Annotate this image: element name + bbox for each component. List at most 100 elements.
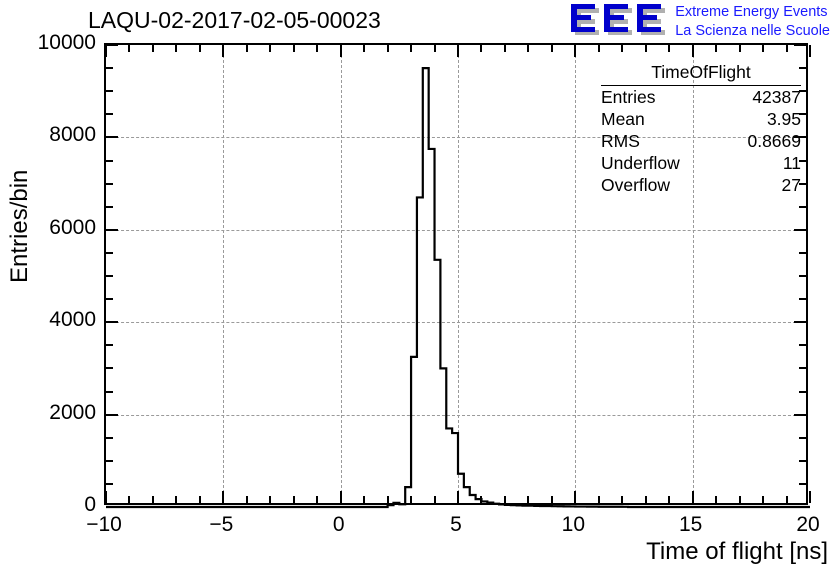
stats-row: Underflow 11 bbox=[601, 152, 801, 174]
grid-line-horizontal bbox=[106, 229, 806, 231]
grid-line-vertical bbox=[223, 45, 225, 503]
axis-tick bbox=[794, 228, 806, 231]
axis-tick bbox=[105, 45, 107, 57]
axis-tick bbox=[106, 367, 113, 370]
eee-logo-letters bbox=[571, 2, 667, 36]
stats-row-value: 11 bbox=[782, 153, 801, 173]
axis-tick bbox=[785, 496, 788, 503]
axis-tick bbox=[106, 182, 113, 185]
axis-tick bbox=[128, 496, 131, 503]
axis-tick bbox=[527, 45, 530, 52]
stats-row: Overflow 27 bbox=[601, 174, 801, 196]
axis-tick bbox=[785, 45, 788, 52]
stats-row-key: Underflow bbox=[601, 153, 680, 173]
axis-tick bbox=[222, 491, 225, 503]
axis-tick bbox=[738, 496, 741, 503]
axis-tick bbox=[621, 45, 624, 52]
axis-tick bbox=[106, 228, 118, 231]
axis-tick bbox=[799, 390, 806, 393]
axis-tick bbox=[794, 321, 806, 324]
axis-tick bbox=[762, 45, 765, 52]
axis-tick bbox=[175, 45, 178, 52]
axis-tick bbox=[106, 436, 113, 439]
y-tick-label: 6000 bbox=[49, 215, 96, 239]
stats-row-key: Mean bbox=[601, 109, 645, 129]
axis-tick bbox=[106, 205, 113, 208]
axis-tick bbox=[799, 159, 806, 162]
axis-tick bbox=[527, 496, 530, 503]
axis-tick bbox=[222, 45, 225, 57]
stats-box: TimeOfFlight Entries 42387 Mean 3.95 RMS 0.86… bbox=[601, 62, 801, 196]
axis-tick bbox=[198, 45, 201, 52]
grid-line-vertical bbox=[458, 45, 459, 503]
axis-tick bbox=[503, 45, 506, 52]
axis-tick bbox=[245, 496, 248, 503]
grid-line-horizontal bbox=[106, 414, 806, 416]
axis-tick bbox=[106, 136, 118, 139]
x-tick-label: 10 bbox=[561, 513, 586, 536]
axis-tick bbox=[799, 367, 806, 370]
axis-tick bbox=[433, 45, 436, 52]
axis-tick bbox=[106, 321, 118, 324]
eee-logo-line2: La Scienza nelle Scuole bbox=[675, 22, 830, 39]
axis-tick bbox=[597, 496, 600, 503]
stats-title: TimeOfFlight bbox=[601, 62, 801, 86]
axis-tick bbox=[668, 45, 671, 52]
axis-tick bbox=[715, 45, 718, 52]
y-tick-label: 10000 bbox=[37, 31, 96, 54]
x-axis-title: Time of flight [ns] bbox=[646, 538, 828, 565]
axis-tick bbox=[106, 113, 113, 116]
axis-tick bbox=[480, 45, 483, 52]
axis-tick bbox=[433, 496, 436, 503]
axis-tick bbox=[597, 45, 600, 52]
axis-tick bbox=[799, 90, 806, 93]
y-tick-label: 0 bbox=[84, 493, 96, 516]
axis-tick bbox=[691, 45, 694, 57]
eee-logo-line1: Extreme Energy Events bbox=[675, 4, 828, 20]
axis-tick bbox=[794, 44, 806, 46]
axis-tick bbox=[386, 45, 389, 52]
stats-row-key: Entries bbox=[601, 87, 656, 107]
stats-row-key: RMS bbox=[601, 131, 640, 151]
y-tick-label: 2000 bbox=[49, 400, 96, 424]
axis-tick bbox=[668, 496, 671, 503]
y-tick-label: 4000 bbox=[49, 308, 96, 332]
axis-tick bbox=[574, 491, 577, 503]
axis-tick bbox=[809, 491, 811, 503]
x-tick-label: 0 bbox=[332, 513, 345, 536]
axis-tick bbox=[799, 298, 806, 301]
axis-tick bbox=[106, 459, 113, 462]
grid-line-horizontal bbox=[106, 137, 806, 139]
axis-tick bbox=[151, 496, 154, 503]
axis-tick bbox=[245, 45, 248, 52]
axis-tick bbox=[799, 205, 806, 208]
stats-rows: Entries 42387 Mean 3.95 RMS 0.8669 Underflow 11… bbox=[601, 86, 801, 196]
axis-tick bbox=[799, 182, 806, 185]
axis-tick bbox=[738, 45, 741, 52]
axis-tick bbox=[269, 45, 272, 52]
stats-row-value: 27 bbox=[781, 175, 801, 195]
axis-tick bbox=[799, 344, 806, 347]
axis-tick bbox=[106, 413, 118, 416]
x-tick-label: 15 bbox=[678, 513, 703, 536]
axis-tick bbox=[574, 45, 577, 57]
logo-letter-e bbox=[637, 4, 666, 35]
axis-tick bbox=[106, 298, 113, 301]
axis-tick bbox=[316, 45, 319, 52]
axis-tick bbox=[106, 44, 118, 46]
stats-row: Mean 3.95 bbox=[601, 108, 801, 130]
axis-tick bbox=[106, 390, 113, 393]
plot-area bbox=[104, 43, 811, 509]
page-title: LAQU-02-2017-02-05-00023 bbox=[88, 7, 381, 33]
x-tick-label: −5 bbox=[209, 513, 234, 536]
axis-tick bbox=[794, 136, 806, 139]
axis-tick bbox=[106, 67, 113, 70]
stats-row-value: 0.8669 bbox=[747, 131, 801, 151]
axis-tick bbox=[457, 45, 459, 57]
x-tick-label: 20 bbox=[796, 513, 820, 536]
y-axis-title: Entries/bin bbox=[6, 169, 33, 283]
axis-tick bbox=[106, 159, 113, 162]
axis-tick bbox=[269, 496, 272, 503]
axis-tick bbox=[550, 45, 553, 52]
axis-tick bbox=[106, 251, 113, 254]
